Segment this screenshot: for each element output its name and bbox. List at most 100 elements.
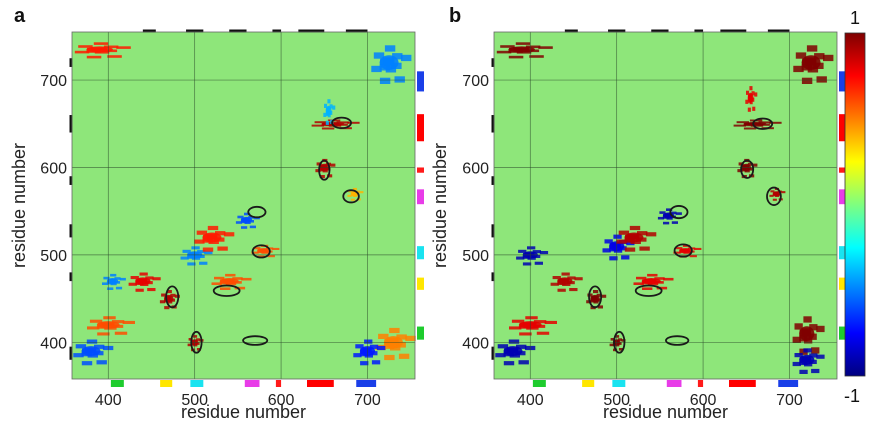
domain-bar-x: [582, 380, 595, 387]
plot-frame: [493, 31, 838, 380]
domain-bar-x: [190, 380, 204, 387]
domain-bar-y: [839, 189, 846, 205]
y-tick-label: 400: [40, 335, 67, 352]
y-tick-label: 500: [462, 248, 489, 265]
domain-bar-x: [110, 380, 124, 387]
colorbar-max-label: 1: [850, 8, 860, 28]
y-axis-title: residue number: [430, 143, 450, 268]
highlight-ellipse: [247, 205, 267, 219]
x-axis-title: residue number: [181, 402, 306, 422]
y-tick-label: 600: [40, 160, 67, 177]
y-tick-label: 600: [462, 160, 489, 177]
x-axis-title: residue number: [603, 402, 728, 422]
domain-bar-x: [612, 380, 626, 387]
heatmap-feature: [371, 45, 412, 84]
y-tick-label: 500: [40, 248, 67, 265]
highlight-ellipse: [251, 244, 271, 259]
heatmap-feature: [73, 339, 114, 366]
domain-bar-y: [839, 326, 846, 340]
colorbar-min-label: -1: [844, 386, 860, 406]
panel-a: a 400 500 600 700 400 500 600 700 residue number r…: [9, 5, 424, 422]
x-tick-label: 600: [690, 392, 717, 409]
domain-bar-x: [666, 380, 682, 387]
domain-bar-y: [839, 277, 846, 290]
domain-bar-y: [839, 167, 846, 173]
domain-bar-x: [729, 380, 756, 387]
domain-bar-y: [839, 114, 846, 142]
highlight-ellipse: [613, 330, 626, 354]
colorbar: 1 -1: [844, 8, 866, 406]
heatmap-feature: [74, 42, 131, 59]
x-tick-label: 600: [268, 392, 295, 409]
boundary-marks: [69, 29, 368, 360]
domain-bar-x: [307, 380, 334, 387]
highlight-ellipse: [752, 117, 774, 130]
heatmap-feature: [323, 99, 336, 125]
heatmap-feature: [128, 272, 161, 292]
colorbar-gradient: [844, 32, 866, 377]
heatmap-feature: [496, 42, 553, 59]
boundary-marks: [491, 29, 790, 360]
domain-bar-x: [697, 380, 704, 387]
heatmap-feature: [87, 316, 135, 336]
highlight-ellipse: [165, 285, 180, 309]
heatmap-feature: [194, 225, 235, 252]
domain-bar-y: [417, 326, 424, 340]
highlight-ellipse: [740, 159, 755, 179]
heatmap-feature: [509, 316, 557, 336]
highlight-ellipse: [212, 284, 241, 297]
domain-bar-y: [417, 189, 424, 205]
plot-background: [494, 32, 837, 379]
highlight-ellipse: [588, 285, 603, 309]
x-tick-label: 400: [95, 392, 122, 409]
plot-background: [72, 32, 415, 379]
panel-label: b: [449, 5, 461, 27]
domain-bar-x: [275, 380, 282, 387]
heatmap-feature: [792, 348, 825, 374]
highlight-ellipse: [669, 205, 689, 220]
y-tick-label: 400: [462, 335, 489, 352]
heatmap-feature: [211, 273, 252, 290]
heatmap-feature: [745, 86, 758, 112]
highlight-ellipse: [665, 335, 690, 346]
highlight-ellipse: [673, 243, 693, 258]
domain-bar-y: [417, 71, 424, 92]
domain-bar-x: [532, 380, 546, 387]
highlight-ellipse: [331, 116, 352, 130]
domain-bar-y: [417, 246, 424, 260]
highlight-ellipse: [242, 335, 269, 346]
highlight-ellipse: [342, 189, 360, 204]
heatmap-feature: [235, 212, 260, 229]
x-tick-label: 700: [354, 392, 381, 409]
domain-bar-y: [839, 246, 846, 260]
y-tick-label: 700: [40, 73, 67, 90]
domain-bar-x: [160, 380, 173, 387]
plot-frame: [71, 31, 416, 380]
heatmap-feature: [550, 272, 583, 292]
x-tick-label: 400: [517, 392, 544, 409]
x-tick-label: 500: [603, 392, 630, 409]
heatmap-feature: [633, 273, 674, 290]
domain-bar-y: [417, 277, 424, 290]
y-tick-label: 700: [462, 73, 489, 90]
domain-bar-x: [356, 380, 377, 387]
highlight-ellipse: [318, 159, 331, 181]
y-axis-title: residue number: [9, 143, 29, 268]
heatmap-feature: [616, 225, 657, 252]
x-tick-label: 500: [181, 392, 208, 409]
x-tick-label: 700: [776, 392, 803, 409]
domain-bar-y: [839, 71, 846, 92]
domain-bar-y: [417, 167, 424, 173]
domain-bar-x: [778, 380, 799, 387]
panel-b: b 400 500 600 700 400 500 600 700 residue number r…: [430, 5, 846, 422]
heatmap-feature: [657, 208, 682, 225]
highlight-ellipse: [190, 330, 203, 354]
heatmap-feature: [102, 273, 126, 290]
highlight-ellipse: [634, 284, 663, 297]
panel-label: a: [14, 5, 26, 27]
domain-bar-y: [417, 114, 424, 142]
domain-bar-x: [244, 380, 260, 387]
highlight-ellipse: [766, 186, 782, 206]
heatmap-feature: [793, 45, 834, 84]
